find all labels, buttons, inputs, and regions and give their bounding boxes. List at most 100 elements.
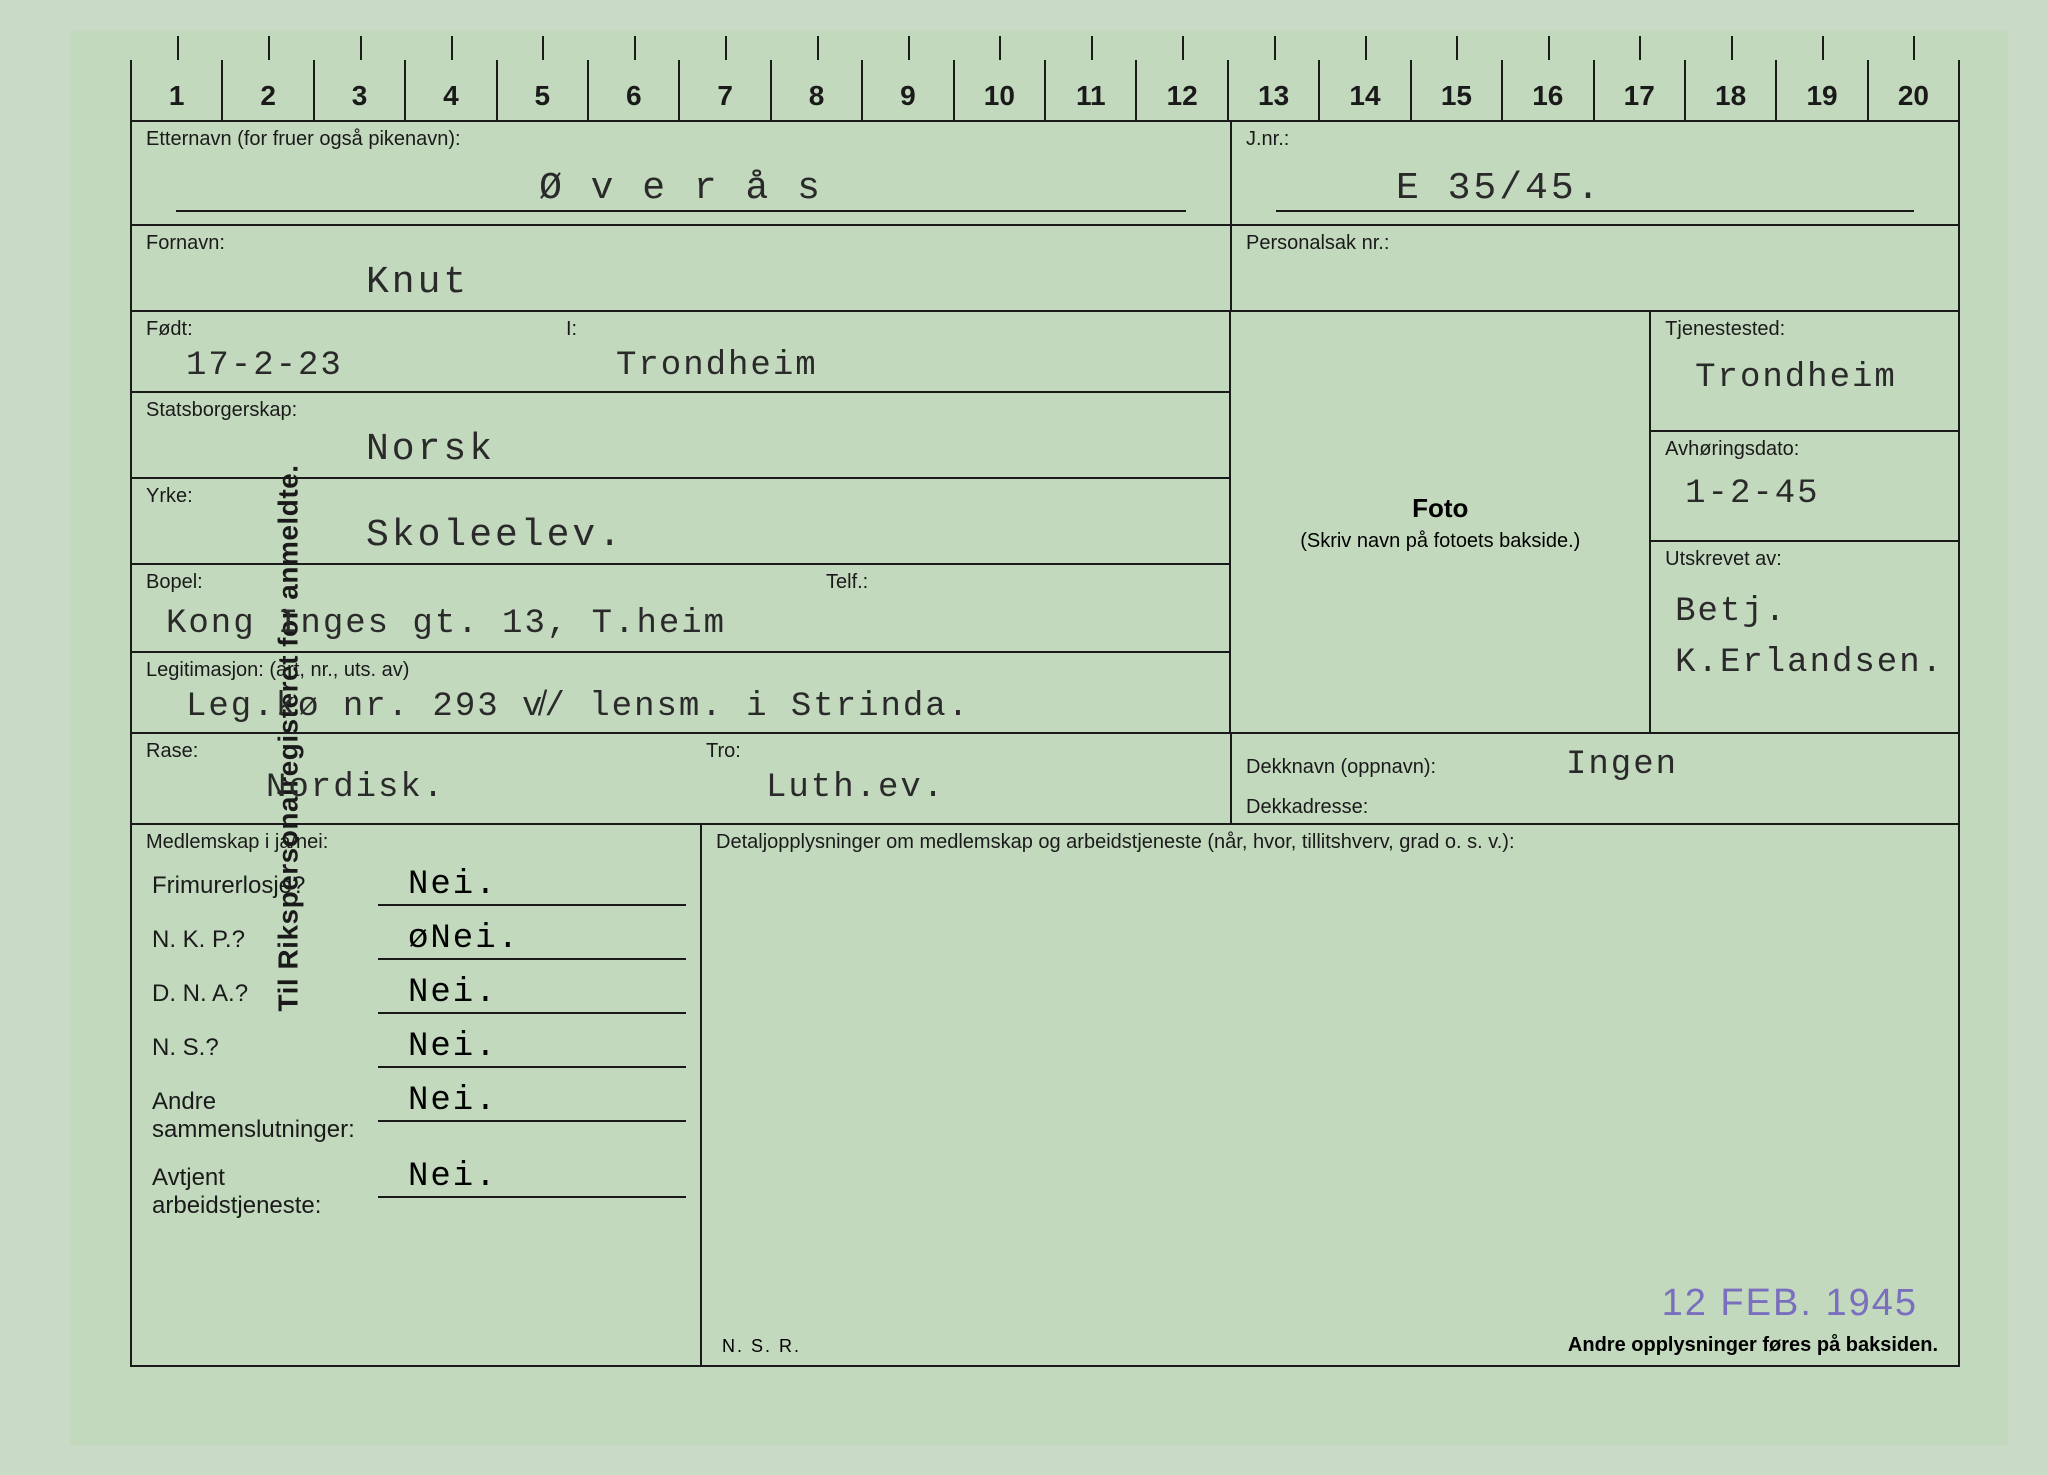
field-dekknavn: Dekknavn (oppnavn): Ingen Dekkadresse: <box>1232 734 1958 825</box>
membership-row: N. K. P.?øNei. <box>152 920 686 960</box>
ruler-tick <box>999 36 1001 60</box>
form-card: 1234567891011121314151617181920 Etternav… <box>130 60 1960 1367</box>
value-tro: Luth.ev. <box>706 763 1216 809</box>
field-etternavn: Etternavn (for fruer også pikenavn): Ø v… <box>132 122 1232 226</box>
label-telf: Telf.: <box>826 571 1215 594</box>
ruler-tick <box>1365 36 1367 60</box>
field-jnr: J.nr.: E 35/45. <box>1232 122 1958 226</box>
ruler-number: 15 <box>1441 80 1472 112</box>
field-legitimasjon: Legitimasjon: (art, nr., uts. av) Leg.kø… <box>132 653 1231 734</box>
value-etternavn: Ø v e r å s <box>176 161 1186 212</box>
membership-label: D. N. A.? <box>152 980 372 1008</box>
ruler-number: 2 <box>260 80 276 112</box>
label-etternavn: Etternavn (for fruer også pikenavn): <box>146 128 1216 151</box>
field-personalsak: Personalsak nr.: <box>1232 226 1958 312</box>
ruler-number: 4 <box>443 80 459 112</box>
ruler-cell: 9 <box>863 60 954 120</box>
label-fodt-i: I: <box>566 318 1215 341</box>
ruler-number: 9 <box>900 80 916 112</box>
membership-value: Nei. <box>378 1158 686 1198</box>
value-jnr: E 35/45. <box>1276 161 1914 212</box>
membership-value: Nei. <box>378 1028 686 1068</box>
ruler-number: 12 <box>1167 80 1198 112</box>
ruler-tick <box>177 36 179 60</box>
foto-title: Foto <box>1412 493 1468 524</box>
ruler-cell: 19 <box>1777 60 1868 120</box>
field-utskrevet: Utskrevet av: Betj. K.Erlandsen. <box>1651 542 1958 734</box>
footer-left: N. S. R. <box>722 1336 801 1357</box>
ruler-tick <box>1182 36 1184 60</box>
ruler-cell: 2 <box>223 60 314 120</box>
value-fornavn: Knut <box>146 255 1216 306</box>
label-tro: Tro: <box>706 740 1216 763</box>
field-avhoringsdato: Avhøringsdato: 1-2-45 <box>1651 432 1958 542</box>
membership-box: Medlemskap i ja/nei: Frimurerlosje?Nei.N… <box>132 825 702 1365</box>
ruler-number: 18 <box>1715 80 1746 112</box>
label-fornavn: Fornavn: <box>146 232 1216 255</box>
ruler-cell: 6 <box>589 60 680 120</box>
ruler-number: 8 <box>809 80 825 112</box>
ruler-number: 14 <box>1349 80 1380 112</box>
ruler-tick <box>1639 36 1641 60</box>
value-bopel: Kong Inges gt. 13, T.heim <box>146 599 1215 645</box>
ruler-tick <box>1822 36 1824 60</box>
ruler-cell: 7 <box>680 60 771 120</box>
details-box: Detaljopplysninger om medlemskap og arbe… <box>702 825 1958 1365</box>
ruler-number: 1 <box>169 80 185 112</box>
ruler-cell: 18 <box>1686 60 1777 120</box>
membership-value: øNei. <box>378 920 686 960</box>
ruler-number: 3 <box>352 80 368 112</box>
ruler-cell: 5 <box>498 60 589 120</box>
row-bopel: Bopel: Telf.: Kong Inges gt. 13, T.heim <box>132 565 1231 653</box>
label-personalsak: Personalsak nr.: <box>1246 232 1944 255</box>
ruler-tick <box>725 36 727 60</box>
label-fodt: Født: <box>146 318 538 341</box>
ruler-number: 10 <box>984 80 1015 112</box>
ruler-number: 11 <box>1076 80 1106 112</box>
ruler-tick <box>451 36 453 60</box>
ruler-cell: 3 <box>315 60 406 120</box>
label-avhoringsdato: Avhøringsdato: <box>1665 438 1944 461</box>
ruler-number: 16 <box>1532 80 1563 112</box>
ruler-cell: 11 <box>1046 60 1137 120</box>
ruler-tick <box>542 36 544 60</box>
ruler-tick <box>268 36 270 60</box>
ruler-cell: 4 <box>406 60 497 120</box>
ruler-cell: 14 <box>1320 60 1411 120</box>
value-fodt-i: Trondheim <box>566 341 1215 387</box>
field-yrke: Yrke: Skoleelev. <box>132 479 1231 565</box>
membership-value: Nei. <box>378 866 686 906</box>
value-legitimasjon: Leg.kø nr. 293 v̸/ lensm. i Strinda. <box>146 682 1215 728</box>
field-fornavn: Fornavn: Knut <box>132 226 1232 312</box>
ruler-number: 7 <box>717 80 733 112</box>
ruler-tick <box>1548 36 1550 60</box>
label-legitimasjon: Legitimasjon: (art, nr., uts. av) <box>146 659 1215 682</box>
row-rase-tro: Rase: Nordisk. Tro: Luth.ev. <box>132 734 1232 825</box>
form-body: Etternavn (for fruer også pikenavn): Ø v… <box>130 122 1960 1367</box>
label-dekknavn: Dekknavn (oppnavn): <box>1246 756 1506 779</box>
ruler-cell: 17 <box>1595 60 1686 120</box>
label-utskrevet: Utskrevet av: <box>1665 548 1944 571</box>
ruler-tick <box>908 36 910 60</box>
membership-value: Nei. <box>378 974 686 1014</box>
details-header: Detaljopplysninger om medlemskap og arbe… <box>716 831 1944 854</box>
membership-row: D. N. A.?Nei. <box>152 974 686 1014</box>
membership-label: Andre sammenslutninger: <box>152 1088 372 1144</box>
ruler-number: 17 <box>1624 80 1655 112</box>
value-avhoringsdato: 1-2-45 <box>1665 461 1944 515</box>
value-yrke: Skoleelev. <box>146 508 1215 559</box>
ruler-tick <box>1456 36 1458 60</box>
date-stamp: 12 FEB. 1945 <box>1662 1282 1918 1325</box>
membership-label: N. K. P.? <box>152 926 372 954</box>
value-statsborgerskap: Norsk <box>146 422 1215 473</box>
membership-value: Nei. <box>378 1082 686 1122</box>
label-yrke: Yrke: <box>146 485 1215 508</box>
row-fodt: Født: 17-2-23 I: Trondheim <box>132 312 1231 393</box>
value-personalsak <box>1246 255 1944 263</box>
ruler-number: 5 <box>535 80 551 112</box>
footer-right: Andre opplysninger føres på baksiden. <box>1568 1334 1938 1357</box>
ruler-cell: 13 <box>1229 60 1320 120</box>
membership-header: Medlemskap i ja/nei: <box>146 831 686 854</box>
value-fodt: 17-2-23 <box>146 341 538 387</box>
ruler-number: 13 <box>1258 80 1289 112</box>
